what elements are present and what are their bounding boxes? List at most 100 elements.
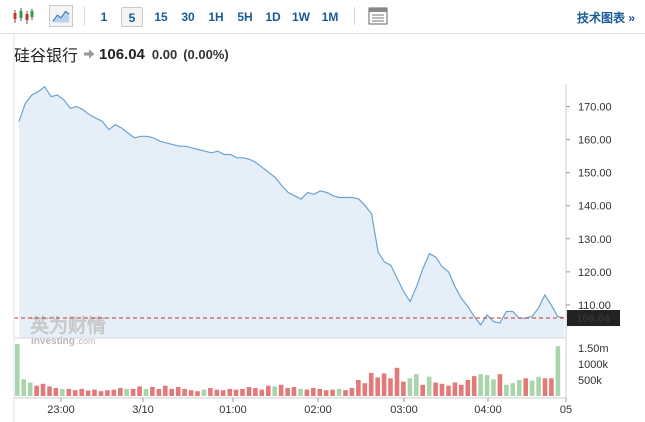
volume-bar	[85, 390, 91, 396]
volume-bar	[420, 384, 425, 396]
investing-watermark: 英为财情 Investing .com	[30, 314, 106, 347]
volume-bar	[465, 380, 471, 396]
volume-bar	[130, 388, 136, 396]
volume-bar	[60, 388, 65, 396]
volume-bar	[336, 388, 342, 396]
price-tick-label: 120.00	[578, 267, 612, 279]
volume-bar	[40, 383, 46, 396]
volume-bar	[79, 388, 84, 396]
volume-bar	[278, 384, 284, 396]
time-tick-label: 23:00	[47, 404, 75, 416]
time-tick-label: 01:00	[219, 404, 247, 416]
volume-bar	[536, 376, 541, 396]
timeframe-1d-button[interactable]: 1D	[265, 10, 281, 24]
volume-bar	[233, 389, 239, 396]
volume-bar	[208, 388, 213, 396]
volume-bar	[175, 387, 181, 396]
volume-bar	[47, 386, 52, 396]
last-price-label-bg	[567, 310, 620, 327]
volume-bar	[497, 374, 503, 396]
volume-bar	[124, 388, 129, 396]
volume-bar	[21, 379, 26, 396]
volume-bar	[98, 391, 104, 396]
volume-bar	[188, 390, 194, 396]
price-tick-label: 110.00	[578, 300, 611, 312]
volume-bar	[156, 388, 162, 396]
candlestick-chart-icon[interactable]	[11, 5, 35, 27]
volume-bar	[285, 388, 290, 396]
volume-bar	[311, 388, 316, 396]
watermark-chinese: 英为财情	[30, 314, 106, 337]
volume-bar	[407, 378, 413, 396]
volume-bar	[523, 378, 528, 396]
volume-bar	[66, 388, 72, 396]
volume-bar	[253, 388, 258, 396]
quote-header: 硅谷银行 106.04 0.00 (0.00%)	[14, 44, 229, 66]
timeframe-5-button[interactable]: 5	[121, 7, 143, 27]
volume-bar	[478, 374, 483, 396]
toolbar-divider	[84, 7, 85, 25]
time-tick-label: 05	[560, 404, 572, 416]
volume-bar	[118, 388, 123, 396]
time-tick-label: 3/10	[132, 404, 153, 416]
volume-bar	[401, 381, 406, 396]
volume-bar	[15, 344, 20, 396]
area-chart-icon[interactable]	[49, 5, 73, 27]
timeframe-1h-button[interactable]: 1H	[208, 10, 224, 24]
volume-bar	[381, 373, 387, 396]
price-change-percent: (0.00%)	[183, 46, 229, 62]
timeframe-15-button[interactable]: 15	[154, 10, 168, 24]
volume-bar	[542, 378, 548, 396]
volume-bar	[72, 390, 78, 396]
volume-bar	[143, 388, 149, 396]
price-tick-label: 160.00	[578, 135, 612, 147]
volume-bar	[529, 380, 535, 396]
volume-bar	[304, 389, 310, 396]
volume-bar	[439, 383, 445, 396]
volume-bar	[266, 385, 271, 396]
last-price-label: 106.04	[576, 313, 611, 325]
price-tick-label: 170.00	[578, 102, 612, 114]
volume-bar	[111, 389, 117, 396]
technical-chart-link[interactable]: 技术图表 »	[576, 11, 635, 25]
volume-bar	[105, 390, 110, 396]
timeframe-5h-button[interactable]: 5H	[237, 10, 253, 24]
volume-bar	[220, 390, 226, 396]
price-area-fill	[19, 86, 564, 338]
volume-bar	[272, 386, 277, 396]
watermark-english: Investing	[31, 336, 75, 347]
time-tick-label: 03:00	[390, 404, 418, 416]
volume-bar	[182, 388, 187, 396]
volume-bar	[259, 389, 265, 396]
volume-bar	[137, 386, 142, 396]
timeframe-1m-button[interactable]: 1M	[321, 10, 339, 24]
volume-bar	[330, 389, 335, 396]
price-series-line	[18, 85, 565, 326]
volume-tick-label: 1000k	[578, 359, 608, 371]
chart-toolbar: 1 5 15 30 1H 5H 1D 1W 1M 技术图表 »	[0, 0, 645, 34]
data-table-icon[interactable]	[366, 5, 390, 27]
volume-bar	[34, 385, 39, 396]
volume-bar	[471, 376, 477, 396]
volume-bar	[388, 378, 393, 396]
instrument-name: 硅谷银行	[14, 48, 79, 65]
timeframe-1-button[interactable]: 1	[100, 10, 108, 24]
volume-bar	[163, 385, 168, 396]
volume-bar	[375, 377, 380, 396]
volume-bar	[195, 391, 200, 396]
volume-bar	[555, 346, 561, 396]
volume-bar	[240, 388, 245, 396]
timeframe-1w-button[interactable]: 1W	[292, 10, 310, 24]
volume-bar	[150, 387, 155, 396]
volume-bar	[426, 376, 432, 396]
volume-bar	[517, 380, 522, 396]
volume-bar	[414, 374, 419, 396]
volume-bar	[356, 380, 361, 396]
arrow-right-icon	[84, 49, 95, 59]
last-price: 106.04	[99, 45, 145, 63]
time-tick-label: 02:00	[304, 404, 332, 416]
timeframe-30-button[interactable]: 30	[181, 10, 195, 24]
watermark-suffix: .com	[76, 336, 96, 346]
volume-bar	[452, 382, 458, 396]
